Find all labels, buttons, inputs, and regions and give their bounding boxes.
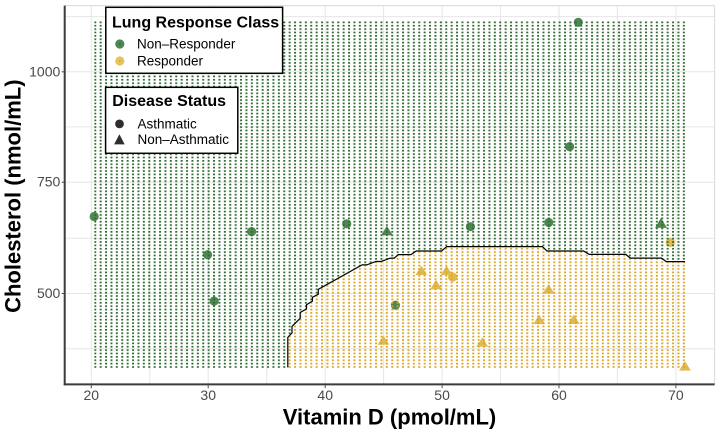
svg-text:50: 50: [434, 387, 450, 403]
svg-text:30: 30: [200, 387, 216, 403]
svg-text:Cholesterol (nmol/mL): Cholesterol (nmol/mL): [1, 79, 26, 312]
svg-text:500: 500: [37, 285, 61, 301]
svg-text:60: 60: [551, 387, 567, 403]
svg-text:Asthmatic: Asthmatic: [138, 116, 198, 131]
svg-text:20: 20: [84, 387, 100, 403]
svg-text:Non–Asthmatic: Non–Asthmatic: [138, 132, 230, 147]
svg-text:Vitamin D (pmol/mL): Vitamin D (pmol/mL): [283, 405, 497, 430]
svg-text:70: 70: [668, 387, 684, 403]
svg-text:750: 750: [37, 174, 61, 190]
svg-text:Lung Response Class: Lung Response Class: [112, 14, 279, 31]
svg-text:Non–Responder: Non–Responder: [137, 37, 236, 52]
svg-text:40: 40: [317, 387, 333, 403]
svg-text:Responder: Responder: [137, 54, 204, 69]
svg-text:Disease Status: Disease Status: [112, 93, 226, 110]
svg-text:1000: 1000: [29, 63, 60, 79]
